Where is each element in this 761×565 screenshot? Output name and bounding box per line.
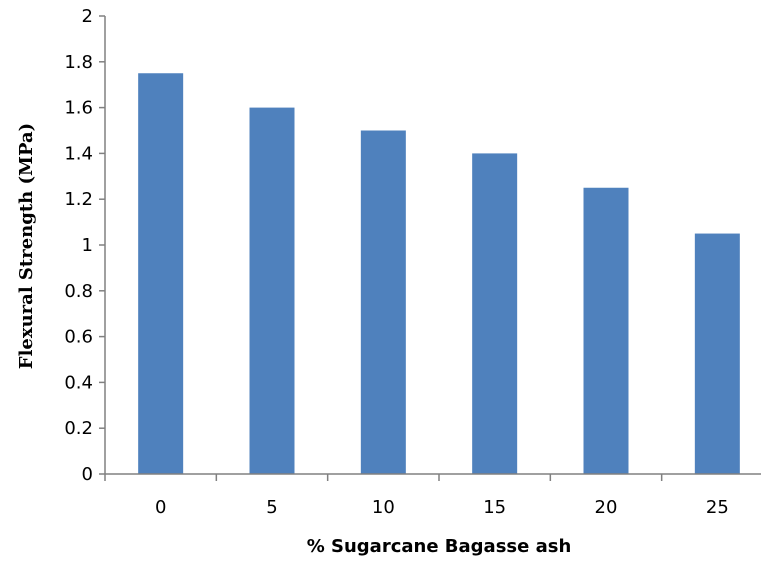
y-tick-label: 2	[82, 6, 93, 27]
y-tick-label: 0.2	[64, 418, 93, 439]
x-tick-label-10: 10	[372, 497, 395, 518]
y-tick-label: 0.4	[64, 372, 93, 393]
bar-25	[694, 233, 740, 474]
y-tick-label: 1.2	[64, 189, 93, 210]
y-tick-label: 1.8	[64, 52, 93, 73]
bar-15	[472, 153, 518, 474]
y-tick-label: 0.6	[64, 327, 93, 348]
bar-10	[360, 130, 406, 474]
bar-5	[249, 107, 295, 474]
x-tick-label-15: 15	[483, 497, 506, 518]
y-tick-label: 1.4	[64, 143, 93, 164]
y-tick-label: 0	[82, 464, 93, 485]
y-tick-label: 1	[82, 235, 93, 256]
x-tick-label-25: 25	[706, 497, 729, 518]
y-tick-label: 1.6	[64, 98, 93, 119]
x-tick-label-5: 5	[266, 497, 277, 518]
x-axis-title: % Sugarcane Bagasse ash	[307, 536, 572, 557]
x-axis: 0 5 10 15 20 25	[104, 473, 761, 518]
y-axis: 0 0.2 0.4 0.6 0.8 1 1.2 1.4 1.6 1.8 2	[64, 6, 106, 485]
x-tick-label-0: 0	[155, 497, 166, 518]
bar-0	[138, 73, 184, 474]
y-tick-label: 0.8	[64, 281, 93, 302]
x-tick-label-20: 20	[595, 497, 618, 518]
bar-20	[583, 187, 629, 474]
bars-group	[138, 73, 740, 474]
y-axis-title: Flexural Strength (MPa)	[16, 123, 37, 369]
